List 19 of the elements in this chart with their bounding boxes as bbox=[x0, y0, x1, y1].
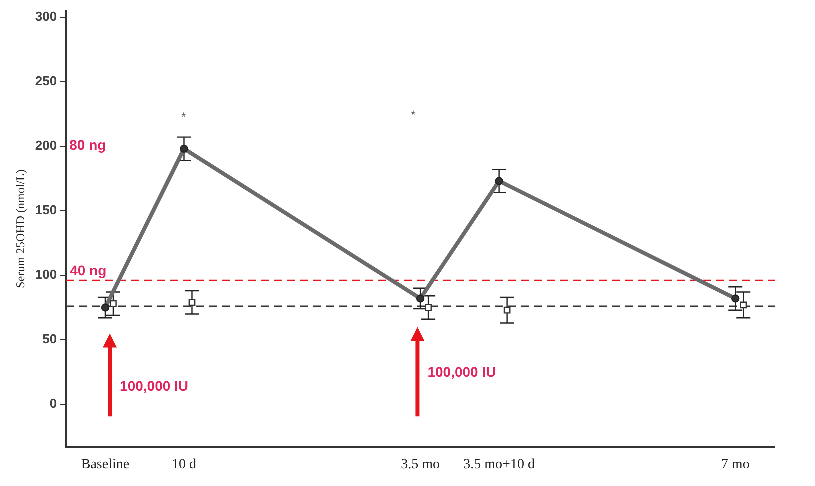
annotation: 80 ng bbox=[70, 136, 106, 153]
x-tick-label: Baseline bbox=[81, 457, 130, 472]
annotation: 100,000 IU bbox=[428, 364, 496, 380]
x-tick-label: 3.5 mo bbox=[401, 457, 440, 472]
annotation: * bbox=[181, 110, 186, 124]
x-tick-label: 7 mo bbox=[721, 457, 750, 472]
y-tick-label: 300 bbox=[35, 8, 58, 24]
y-tick-label: 100 bbox=[35, 267, 58, 282]
annotation: * bbox=[411, 108, 416, 122]
y-axis-title: Serum 25OHD (nmol/L) bbox=[13, 170, 28, 288]
y-tick-label: 200 bbox=[35, 138, 58, 153]
y-tick-label: 0 bbox=[50, 396, 58, 412]
x-tick-label: 3.5 mo+10 d bbox=[464, 457, 535, 472]
y-tick-label: 250 bbox=[35, 73, 58, 88]
y-tick-label: 50 bbox=[42, 332, 58, 347]
annotation: 100,000 IU bbox=[120, 378, 189, 394]
ref-line-label: 40 ng bbox=[70, 262, 107, 279]
x-tick-label: 10 d bbox=[172, 457, 196, 472]
y-tick-label: 150 bbox=[35, 202, 58, 218]
